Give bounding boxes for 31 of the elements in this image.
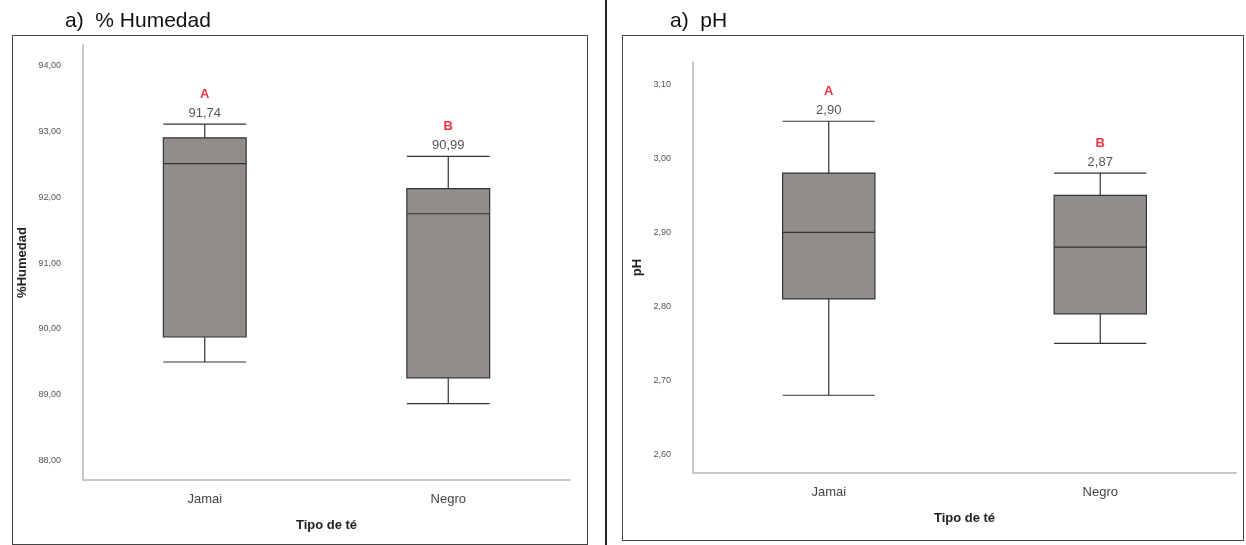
- y-tick-label: 92,00: [38, 191, 61, 202]
- annotation: 91,74: [188, 105, 222, 121]
- x-tick-label: Jamai: [811, 484, 847, 499]
- y-tick-label: 2,80: [653, 301, 671, 312]
- annotation: A: [824, 83, 835, 99]
- annotation: A: [200, 86, 211, 102]
- chart-title: a) pH: [670, 8, 728, 31]
- x-tick-label: Negro: [1082, 484, 1118, 499]
- y-tick-label: 93,00: [38, 125, 61, 136]
- y-tick-label: 2,60: [653, 449, 671, 460]
- x-tick-label: Negro: [430, 491, 466, 506]
- y-tick-label: 2,70: [653, 375, 671, 386]
- y-tick-label: 3,10: [653, 79, 671, 90]
- annotation: 90,99: [431, 137, 465, 153]
- y-tick-label: 91,00: [38, 257, 61, 268]
- x-tick-label: Jamai: [187, 491, 223, 506]
- x-axis-title: Tipo de té: [933, 510, 996, 525]
- annotation: B: [1095, 135, 1105, 151]
- y-axis-title: %Humedad: [13, 227, 29, 298]
- x-axis-title: Tipo de té: [295, 517, 358, 532]
- y-axis-title: pH: [628, 258, 644, 277]
- chart-title: a) % Humedad: [65, 8, 211, 31]
- y-tick-label: 3,00: [653, 153, 671, 164]
- y-tick-label: 2,90: [653, 227, 671, 238]
- y-tick-label: 94,00: [38, 59, 61, 70]
- y-tick-label: 88,00: [38, 455, 61, 466]
- annotation: B: [443, 118, 453, 134]
- annotation: 2,90: [816, 102, 842, 118]
- annotation: 2,87: [1087, 154, 1113, 170]
- y-tick-label: 90,00: [38, 323, 61, 334]
- y-tick-label: 89,00: [38, 389, 61, 400]
